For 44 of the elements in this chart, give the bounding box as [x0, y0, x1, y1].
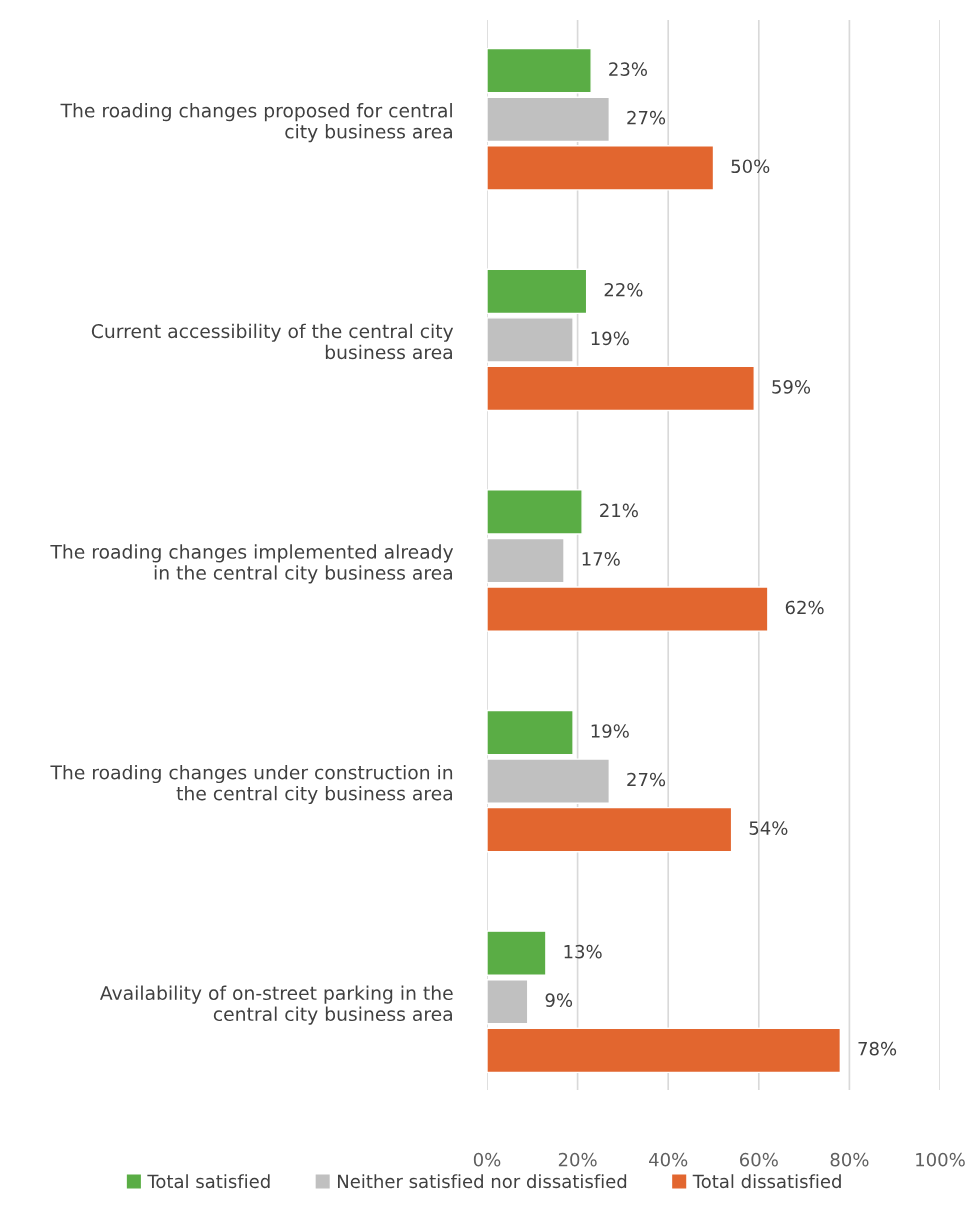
data-label: 9%: [545, 993, 573, 1007]
data-label: 59%: [772, 380, 811, 394]
y-tick-label: The roading changes under construction in the central city business area: [50, 764, 453, 805]
bar: [487, 758, 611, 804]
x-tick-label: 40%: [649, 1152, 688, 1167]
bar: [487, 145, 715, 191]
x-tick-label: 20%: [558, 1152, 597, 1167]
data-label: 78%: [858, 1041, 897, 1056]
bar: [487, 268, 588, 315]
data-label: 27%: [627, 110, 666, 125]
y-tick-label: The roading changes implemented already in the central city business area: [50, 544, 454, 584]
x-tick-label: 100%: [916, 1152, 965, 1167]
data-label: 17%: [582, 552, 620, 566]
bar: [487, 47, 592, 94]
bar: [487, 978, 529, 1025]
x-tick-label: 60%: [740, 1152, 778, 1167]
data-label: 21%: [600, 503, 638, 518]
bar: [487, 96, 611, 143]
bar: [487, 537, 565, 584]
y-tick-label: The roading changes proposed for central city business area: [60, 103, 452, 143]
bar: [487, 709, 574, 756]
data-label: 22%: [604, 282, 643, 297]
bar: [487, 806, 733, 853]
data-label: 62%: [785, 600, 824, 615]
y-tick-label: Current accessibility of the central city business area: [91, 323, 454, 360]
legend-label: Neither satisfied nor dissatisfied: [338, 1174, 627, 1189]
bar: [487, 489, 583, 535]
bar: [487, 586, 769, 632]
x-tick-label: 0%: [473, 1152, 501, 1167]
data-label: 23%: [609, 62, 647, 76]
data-label: 13%: [564, 944, 602, 959]
data-label: 19%: [591, 331, 629, 346]
legend-label: Total satisfied: [147, 1174, 270, 1189]
bar: [487, 317, 574, 363]
legend-label: Total dissatisfied: [692, 1174, 841, 1189]
bar: [487, 1027, 842, 1074]
y-tick-label: Availability of on-street parking in the central city business area: [99, 985, 453, 1025]
data-label: 50%: [731, 159, 770, 174]
data-label: 27%: [627, 772, 666, 787]
bar: [487, 365, 755, 412]
x-tick-label: 80%: [830, 1152, 869, 1167]
data-label: 54%: [749, 821, 788, 835]
bar: [487, 930, 547, 976]
data-label: 19%: [591, 724, 629, 738]
